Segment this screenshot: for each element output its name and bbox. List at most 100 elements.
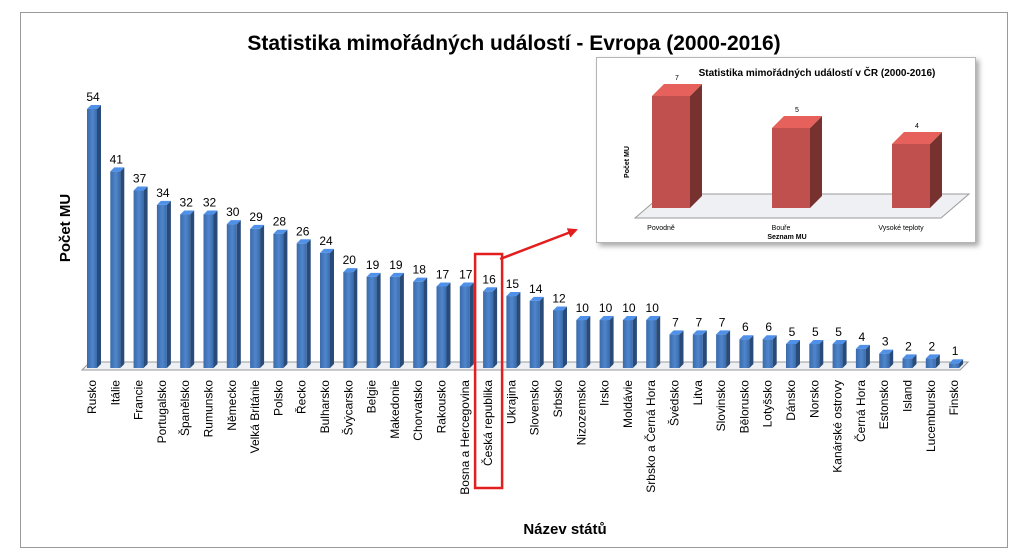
bar [669,330,684,368]
bar-front [413,281,424,368]
bar-front [762,339,773,368]
tick-label: Ukrajina [504,380,518,424]
tick-label: Nizozemsko [574,380,588,446]
bar-side [656,316,661,368]
bar-front [879,353,890,368]
bar [506,292,521,368]
inset-x-axis-label: Seznam MU [767,234,806,241]
bar [133,186,148,368]
tick-label: Litva [691,380,705,406]
bar [459,282,474,368]
tick-label: Itálie [108,380,122,406]
bar-front [226,224,237,368]
chart-frame [20,12,1008,548]
bar-side [632,316,637,368]
inset-tick-label: Bouře [772,225,791,232]
bar-side [609,316,614,368]
inset-bar [892,132,942,208]
bar [250,224,265,368]
bar-top [855,344,870,349]
bar-front [646,320,657,368]
bar-front [180,214,191,368]
bar-front [716,334,727,368]
tick-label: Srbsko a Černá Hora [643,380,658,493]
bar-side [516,292,521,368]
highlight-box [473,252,504,490]
bar-top [879,349,894,354]
bar-side [213,210,218,368]
tick-label: Bělorusko [737,380,751,434]
bar-front [320,252,330,368]
inset-tick-label: Vysoké teploty [878,225,924,232]
data-label: 20 [343,253,357,267]
bar-top [529,296,544,301]
bar-side [236,220,241,368]
data-label: 10 [646,301,660,315]
data-label: 2 [905,339,912,353]
data-label: 37 [133,172,147,186]
bar-front [156,204,167,368]
bar-side [959,359,964,368]
bar-side [912,354,917,368]
tick-label: Estonsko [877,380,891,430]
bar-top [716,330,731,335]
data-label: 54 [86,90,100,104]
bar [855,344,870,368]
bar-top [762,335,777,340]
inset-bar-front [892,144,930,208]
data-label: 17 [459,267,473,281]
main-x-axis-label: Název států [523,521,606,538]
data-label: 5 [812,325,819,339]
bar [832,340,847,368]
bar [692,330,707,368]
bar-side [120,167,125,368]
bar-top [366,272,381,277]
bar-front [389,276,400,368]
inset-bar-series [652,84,942,208]
inset-chart-title: Statistika mimořádných událostí v ČR (20… [699,66,936,79]
bar-side [330,248,334,368]
bar [273,229,288,368]
tick-label: Slovinsko [714,380,728,432]
tick-label: Francie [132,380,146,420]
data-label: 7 [672,315,679,329]
bar [925,354,940,368]
bar [529,296,544,368]
bar-side [935,354,940,368]
bar-top [87,105,101,109]
bar-top [553,306,567,311]
inset-bar-front [652,96,690,208]
bar-front [483,291,494,368]
bar-top [669,330,684,335]
bar-side [586,316,591,368]
bar-top [273,229,288,234]
inset-bar-top [772,116,822,128]
bar-front [273,233,284,368]
bar [389,272,404,368]
bar-side [260,224,265,368]
bar-front [436,286,447,368]
data-label: 14 [529,282,543,296]
tick-label: Slovensko [528,380,542,436]
bar-front [87,109,97,368]
bar-side [679,330,684,368]
tick-label: Lotyšsko [761,380,775,428]
data-label: 10 [576,301,590,315]
data-label: 28 [273,215,287,229]
bar-top [692,330,707,335]
bar [786,340,800,368]
bar-side [726,330,731,368]
bar-front [529,300,540,368]
bar-top [156,200,171,205]
inset-bar-top [892,132,942,144]
data-label: 5 [789,325,796,339]
data-label: 30 [226,205,240,219]
bar-side [143,186,148,368]
bar [646,316,661,368]
tick-label: Island [901,380,915,412]
tick-label: Řecko [294,380,309,414]
bar-top [343,268,358,273]
bar-top [925,354,940,359]
